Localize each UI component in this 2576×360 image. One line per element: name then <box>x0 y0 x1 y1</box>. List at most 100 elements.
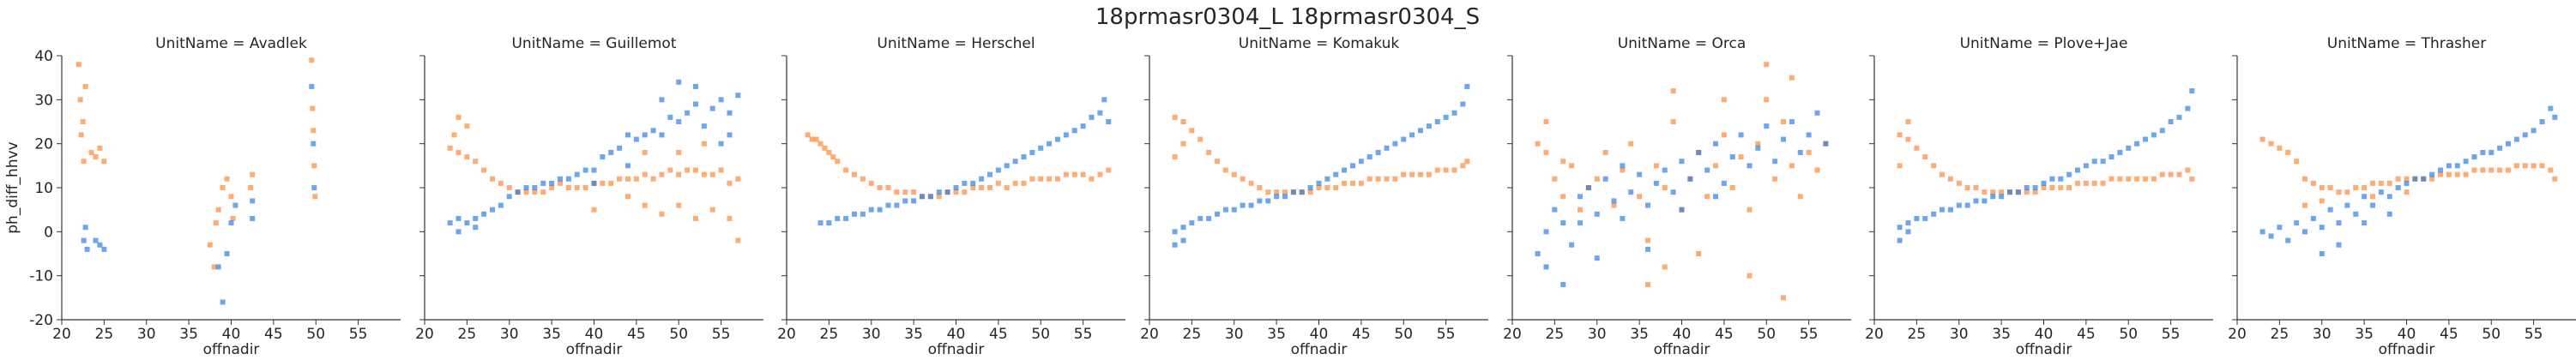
data-point <box>1679 159 1685 165</box>
data-point <box>877 185 883 190</box>
x-tick-label: 50 <box>1394 326 1413 343</box>
data-point <box>1772 176 1778 182</box>
x-tick-label: 25 <box>1546 326 1565 343</box>
data-point <box>1358 159 1364 165</box>
data-point <box>1350 163 1355 169</box>
series-points <box>1535 110 1829 287</box>
y-tick-label: 40 <box>34 48 53 65</box>
data-point <box>1578 207 1583 213</box>
data-point <box>2151 132 2157 138</box>
data-point <box>1198 215 1204 221</box>
data-point <box>228 220 234 226</box>
x-tick-label: 50 <box>1031 326 1050 343</box>
data-point <box>1653 180 1659 186</box>
data-point <box>311 163 317 169</box>
x-tick-label: 40 <box>2398 326 2416 343</box>
data-point <box>1713 141 1718 147</box>
data-point <box>1696 149 1702 155</box>
data-point <box>591 207 597 213</box>
data-point <box>1897 132 1903 138</box>
data-point <box>2531 128 2537 134</box>
data-point <box>2506 167 2511 173</box>
data-point <box>2480 167 2486 173</box>
data-point <box>718 141 724 147</box>
data-point <box>2310 215 2316 221</box>
data-point <box>813 136 819 142</box>
data-point <box>1299 189 1305 195</box>
data-point <box>88 149 94 155</box>
data-point <box>1746 273 1753 279</box>
x-tick-label: 50 <box>669 326 688 343</box>
x-tick-label: 20 <box>777 326 796 343</box>
data-point <box>1316 180 1322 186</box>
data-point <box>1180 225 1186 231</box>
data-point <box>1999 189 2005 195</box>
data-point <box>727 215 733 221</box>
y-tick-label: 0 <box>44 224 53 241</box>
x-tick-label: 20 <box>1140 326 1159 343</box>
data-point <box>1543 264 1549 270</box>
data-point <box>709 171 715 177</box>
data-point <box>911 189 917 195</box>
data-point <box>2015 189 2021 195</box>
data-point <box>1704 194 1710 200</box>
data-point <box>1384 176 1390 182</box>
data-point <box>1789 75 1795 81</box>
data-point <box>2327 185 2333 190</box>
data-point <box>2539 163 2545 169</box>
data-point <box>2489 167 2495 173</box>
data-point <box>215 264 221 270</box>
data-point <box>2294 220 2300 226</box>
data-point <box>1696 251 1702 256</box>
data-point <box>1914 145 1920 151</box>
data-point <box>2189 88 2195 94</box>
data-point <box>84 246 90 252</box>
data-point <box>455 229 462 235</box>
data-point <box>2041 180 2047 186</box>
facet-panel: UnitName = Thrasher 20 25 30 35 40 45 50 55 offna… <box>2228 35 2576 358</box>
data-point <box>540 180 546 186</box>
data-point <box>1366 176 1372 182</box>
data-point <box>2302 176 2308 182</box>
y-tick-label: -10 <box>29 268 53 285</box>
data-point <box>1578 220 1583 226</box>
data-point <box>979 185 985 190</box>
data-point <box>1931 211 1937 217</box>
data-point <box>1426 171 1432 177</box>
x-tick-label: 35 <box>1630 326 1649 343</box>
data-point <box>709 105 715 111</box>
data-point <box>1772 159 1778 165</box>
data-point <box>1738 132 1744 138</box>
data-point <box>659 132 665 138</box>
data-point <box>1215 211 1220 217</box>
series-points <box>2259 105 2558 256</box>
data-point <box>2277 225 2283 231</box>
data-point <box>2454 163 2460 169</box>
data-point <box>1358 180 1364 186</box>
data-point <box>676 119 682 124</box>
data-point <box>1021 154 1027 160</box>
data-point <box>1543 119 1549 124</box>
data-point <box>1738 154 1744 160</box>
series-points <box>817 97 1112 226</box>
data-point <box>805 132 811 138</box>
data-point <box>81 159 87 165</box>
x-tick-label: 35 <box>904 326 923 343</box>
data-point <box>2497 167 2503 173</box>
data-point <box>1594 176 1600 182</box>
data-point <box>1764 62 1770 68</box>
data-point <box>1940 171 1945 177</box>
series-points <box>75 57 318 270</box>
data-point <box>1552 207 1558 213</box>
data-point <box>1964 185 1970 190</box>
data-point <box>2404 189 2410 195</box>
data-point <box>481 167 487 173</box>
data-point <box>995 167 1001 173</box>
data-point <box>685 167 691 173</box>
data-point <box>676 171 682 177</box>
facet-panel: UnitName = Avadlek 20 25 30 35 40 45 50 55 -20 -10… <box>4 35 401 358</box>
data-point <box>558 176 563 182</box>
data-point <box>2100 159 2106 165</box>
data-point <box>852 211 857 217</box>
data-point <box>822 145 828 151</box>
